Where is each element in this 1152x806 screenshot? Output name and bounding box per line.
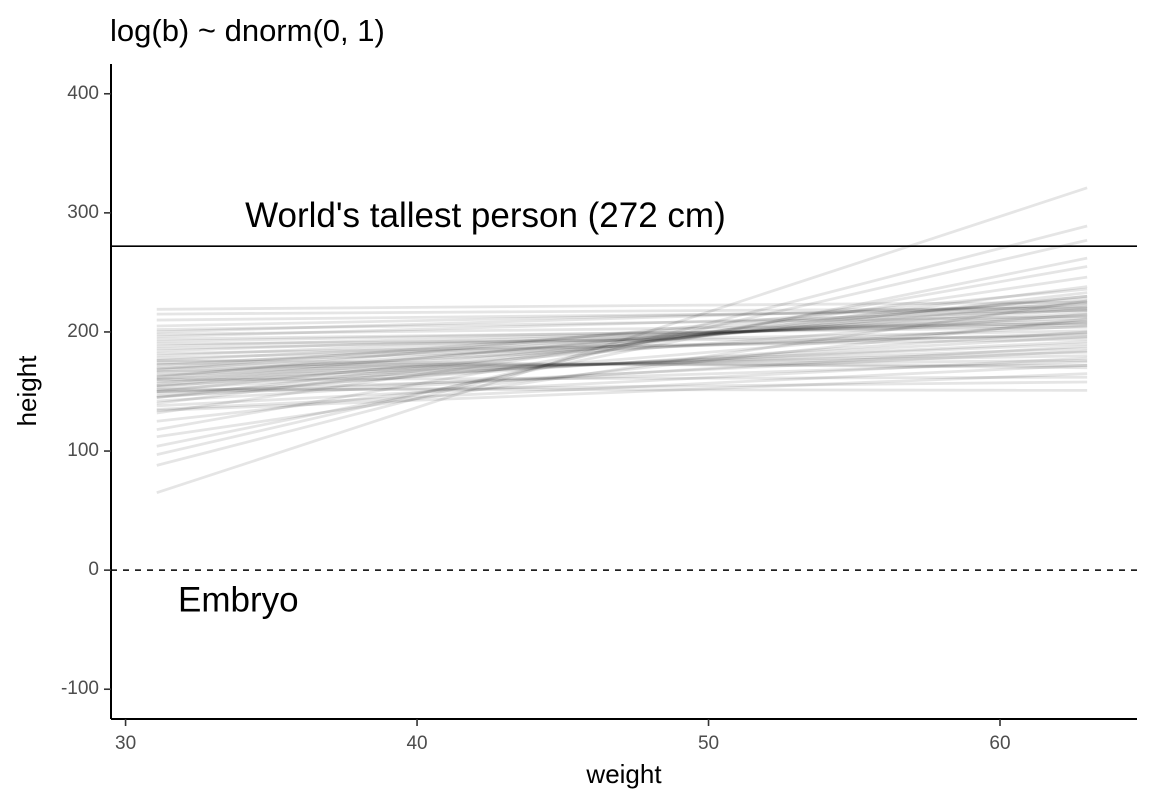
prior-line-46 (156, 335, 1088, 346)
reference-lines: World's tallest person (272 cm) Embryo (111, 196, 1137, 620)
prior-line-8 (156, 291, 1088, 399)
y-ticks: -100 0 100 200 300 400 (61, 83, 111, 699)
prior-line-22 (156, 305, 1088, 328)
prior-line-59 (156, 360, 1088, 393)
prior-line-26 (156, 330, 1088, 396)
y-axis-title: height (12, 355, 42, 427)
prior-line-55 (156, 312, 1088, 389)
y-tick-label: 0 (88, 559, 99, 580)
prior-line-29 (156, 342, 1088, 384)
embryo-label: Embryo (178, 581, 299, 620)
prior-line-3 (156, 238, 1088, 456)
prior-line-60 (156, 375, 1088, 381)
prior-line-38 (156, 356, 1088, 408)
prior-line-12 (156, 305, 1088, 378)
prior-line-17 (156, 318, 1088, 353)
prior-line-52 (156, 299, 1088, 439)
prior-line-19 (156, 323, 1088, 343)
x-ticks: 30 40 50 60 (115, 719, 1011, 754)
prior-line-50 (156, 294, 1088, 385)
prior-line-16 (156, 316, 1088, 358)
prior-line-7 (156, 285, 1088, 405)
prior-line-28 (156, 340, 1088, 387)
prior-line-27 (156, 335, 1088, 391)
prior-line-5 (156, 265, 1088, 431)
y-tick-label: 100 (67, 440, 99, 461)
x-tick-label: 40 (406, 733, 427, 754)
prior-line-44 (156, 337, 1088, 355)
y-tick-label: 300 (67, 202, 99, 223)
prior-line-21 (156, 303, 1088, 334)
chart-title: log(b) ~ dnorm(0, 1) (110, 13, 385, 48)
prior-line-37 (156, 349, 1088, 398)
prior-line-57 (156, 331, 1088, 365)
prior-line-1 (156, 186, 1088, 495)
prior-line-42 (156, 387, 1088, 392)
prior-line-32 (156, 354, 1088, 373)
prior-line-49 (156, 315, 1088, 331)
prior-line-51 (156, 287, 1088, 379)
prior-line-20 (156, 309, 1088, 339)
prior-line-45 (156, 329, 1088, 351)
prior-line-43 (156, 332, 1088, 360)
prior-line-25 (156, 300, 1088, 311)
prior-line-56 (156, 324, 1088, 374)
prior-line-39 (156, 363, 1088, 411)
prior-line-14 (156, 311, 1088, 367)
x-axis-title: weight (585, 759, 662, 789)
prior-line-53 (156, 317, 1088, 423)
prior-line-47 (156, 325, 1088, 341)
prior-line-41 (156, 380, 1088, 393)
prior-line-6 (156, 275, 1088, 415)
y-tick-label: 200 (67, 321, 99, 342)
prior-line-31 (156, 350, 1088, 377)
y-tick-label: -100 (61, 678, 99, 699)
prior-line-15 (156, 313, 1088, 362)
prior-line-58 (156, 297, 1088, 371)
x-tick-label: 50 (698, 733, 719, 754)
y-tick-label: 400 (67, 83, 99, 104)
prior-line-35 (156, 359, 1088, 370)
prior-line-4 (156, 256, 1088, 448)
prior-line-23 (156, 309, 1088, 322)
prior-line-9 (156, 294, 1088, 393)
prior-line-10 (156, 299, 1088, 387)
prior-line-2 (156, 224, 1088, 467)
prior-lines (156, 186, 1088, 495)
prior-line-48 (156, 322, 1088, 336)
prior-line-36 (156, 344, 1088, 403)
prior-line-24 (156, 306, 1088, 316)
prior-line-40 (156, 372, 1088, 412)
prior-line-30 (156, 347, 1088, 380)
tallest-label: World's tallest person (272 cm) (245, 196, 726, 235)
prior-line-11 (156, 301, 1088, 381)
prior-line-18 (156, 321, 1088, 348)
axes (110, 64, 1137, 720)
x-tick-label: 30 (115, 733, 136, 754)
prior-line-34 (156, 362, 1088, 367)
x-tick-label: 60 (989, 733, 1010, 754)
prior-line-33 (156, 359, 1088, 370)
prior-line-54 (156, 319, 1088, 399)
prior-line-13 (156, 307, 1088, 372)
